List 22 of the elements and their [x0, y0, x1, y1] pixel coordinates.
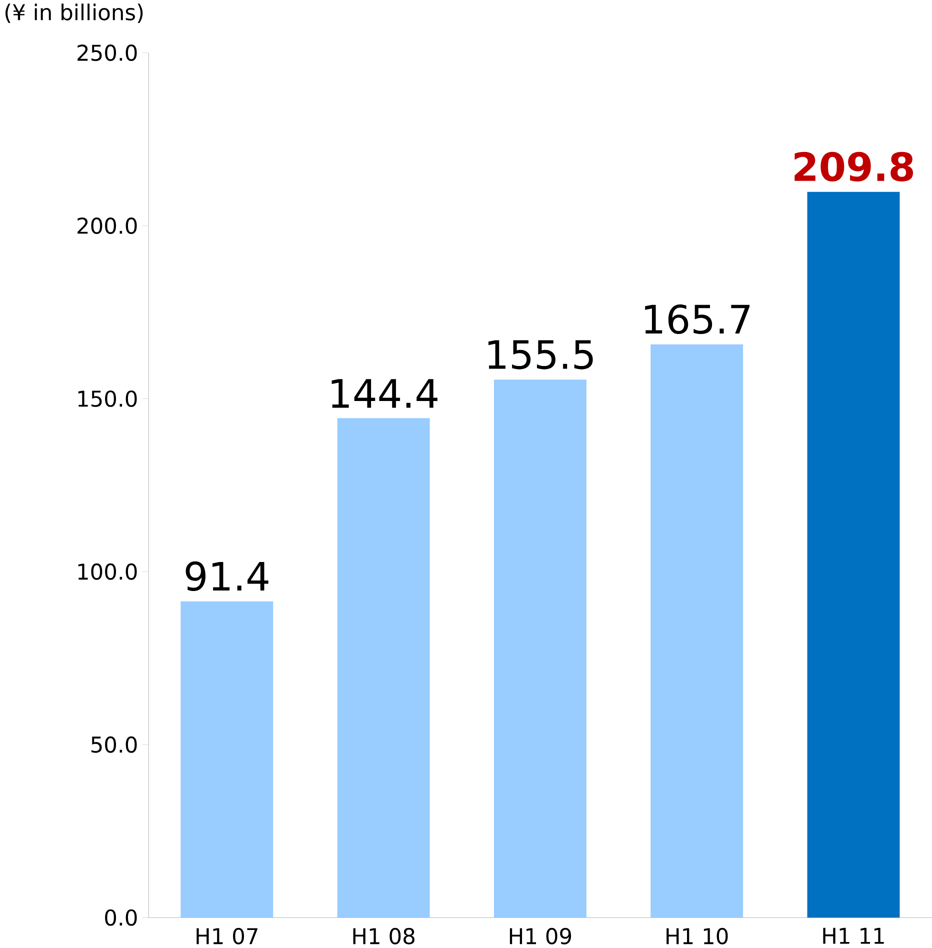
y-axis-title: (¥ in billions) [5, 4, 143, 24]
data-label: 144.4 [332, 379, 438, 408]
x-tick-label: H1 10 [666, 928, 728, 944]
y-tick-label: 250.0 [78, 44, 137, 61]
data-label: 209.8 [794, 152, 914, 182]
x-tick-label: H1 08 [353, 928, 414, 944]
data-label: 165.7 [645, 304, 750, 334]
x-tick-label: H1 09 [510, 928, 572, 944]
y-tick-label: 150.0 [78, 390, 137, 407]
data-label: 91.4 [186, 561, 268, 592]
y-tick-label: 200.0 [78, 218, 137, 234]
y-tick-label: 50.0 [91, 736, 137, 753]
y-tick-label: 0.0 [105, 909, 137, 926]
bar [494, 380, 586, 918]
x-tick-label: H1 11 [823, 928, 884, 944]
y-tick-label: 100.0 [78, 563, 137, 580]
bar [807, 192, 900, 918]
x-tick-label: H1 07 [196, 928, 258, 944]
data-label: 155.5 [488, 340, 593, 370]
bar [337, 418, 430, 918]
bar [180, 601, 274, 918]
bar [650, 344, 744, 918]
